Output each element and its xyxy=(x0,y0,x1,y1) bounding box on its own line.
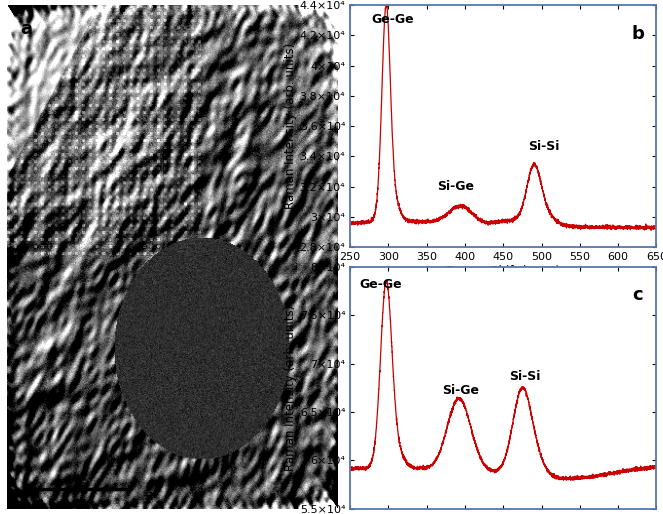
Y-axis label: Raman Intensity (arb. units): Raman Intensity (arb. units) xyxy=(284,305,297,471)
Text: Si-Ge: Si-Ge xyxy=(442,384,479,397)
Text: b: b xyxy=(632,25,644,43)
Y-axis label: Raman Intensity (arb. units): Raman Intensity (arb. units) xyxy=(284,43,297,209)
Text: Si-Ge: Si-Ge xyxy=(437,180,473,193)
Text: Ge-Ge: Ge-Ge xyxy=(359,278,402,291)
Text: c: c xyxy=(632,286,642,304)
Text: Si-Si: Si-Si xyxy=(528,140,560,154)
Text: Si-Si: Si-Si xyxy=(509,370,541,383)
Text: a: a xyxy=(20,20,32,38)
X-axis label: Raman Shift (cm⁻¹): Raman Shift (cm⁻¹) xyxy=(446,265,560,278)
Text: Ge-Ge: Ge-Ge xyxy=(371,13,414,26)
